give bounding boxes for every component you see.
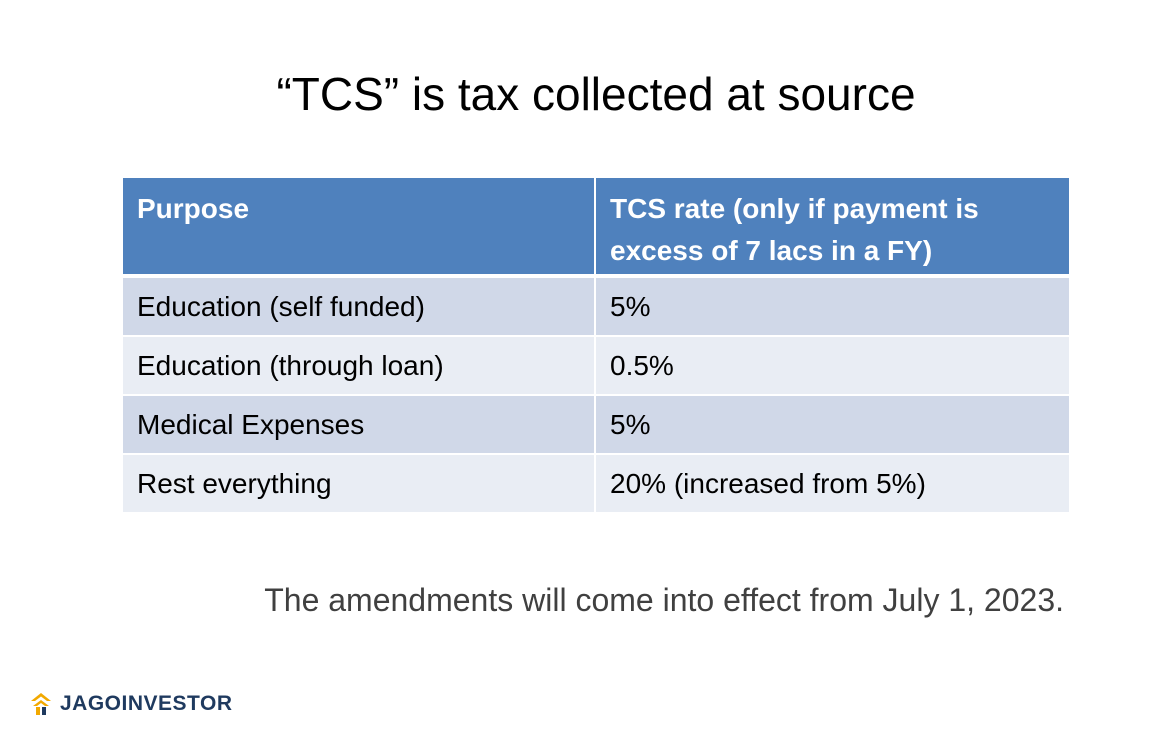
- purpose-cell: Education (through loan): [123, 335, 595, 395]
- tcs-rate-table: Purpose TCS rate (only if payment is exc…: [123, 178, 1069, 512]
- rate-cell: 5%: [594, 394, 1069, 454]
- effective-date-note: The amendments will come into effect fro…: [264, 582, 1064, 618]
- table-row: Medical Expenses 5%: [123, 394, 1069, 454]
- rate-cell: 20% (increased from 5%): [594, 453, 1069, 512]
- table-row: Rest everything 20% (increased from 5%): [123, 453, 1069, 512]
- table-row: Education (self funded) 5%: [123, 276, 1069, 336]
- brand-name: JAGOINVESTOR: [60, 692, 233, 715]
- rate-cell: 0.5%: [594, 335, 1069, 395]
- purpose-cell: Education (self funded): [123, 276, 595, 336]
- purpose-cell: Medical Expenses: [123, 394, 595, 454]
- house-arrow-logo-icon: [31, 693, 51, 715]
- slide-title: “TCS” is tax collected at source: [276, 68, 916, 120]
- purpose-cell: Rest everything: [123, 453, 595, 512]
- table-row: Education (through loan) 0.5%: [123, 335, 1069, 395]
- column-header-purpose: Purpose: [123, 178, 595, 278]
- rate-cell: 5%: [594, 276, 1069, 336]
- brand-logo: JAGOINVESTOR: [30, 690, 232, 718]
- column-header-tcs-rate: TCS rate (only if payment is excess of 7…: [594, 178, 1069, 278]
- table-header-row: Purpose TCS rate (only if payment is exc…: [123, 178, 1069, 278]
